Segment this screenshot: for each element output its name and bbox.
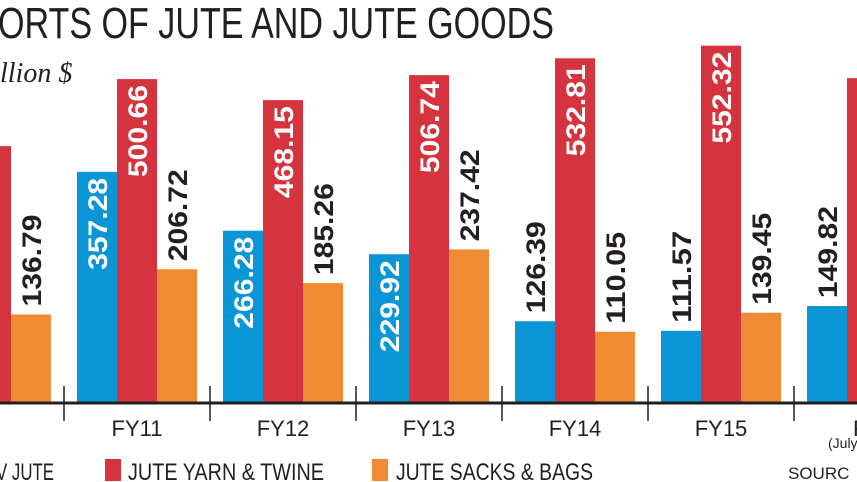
data-label: 506.74 xyxy=(415,81,445,173)
bar-FY15-2 xyxy=(741,312,781,403)
data-label: 139.45 xyxy=(747,213,777,305)
data-label: 357.28 xyxy=(83,178,113,270)
category-label: FY15 xyxy=(695,416,748,441)
bar-FY11-2 xyxy=(157,269,197,403)
bar-FY12-1 xyxy=(263,100,303,404)
category-label: FY xyxy=(853,416,857,441)
bar-FY15-1 xyxy=(701,45,741,404)
x-ticks: 0FY11FY12FY13FY14FY15FY xyxy=(63,386,857,441)
bar-FY14-1 xyxy=(555,58,595,403)
data-label: 500.66 xyxy=(123,85,153,177)
bar-FY12-0 xyxy=(223,230,263,403)
bar-FY13-0 xyxy=(369,254,409,403)
data-label: 266.28 xyxy=(229,237,259,329)
bars: 136.79 357.28 500.66 206.72 266.28 468.15 185.… xyxy=(0,45,857,404)
legend-label-sacks: JUTE SACKS & BAGS xyxy=(396,459,593,482)
bar-FY-1 xyxy=(847,78,857,404)
data-label: 552.32 xyxy=(707,52,737,144)
data-label: 126.39 xyxy=(521,221,551,313)
bar-FY13-2 xyxy=(449,249,489,403)
legend: V JUTE JUTE YARN & TWINE JUTE SACKS & BA… xyxy=(0,459,593,482)
category-label: FY11 xyxy=(112,416,163,441)
chart-title: ORTS OF JUTE AND JUTE GOODS xyxy=(0,0,554,48)
data-label: 111.57 xyxy=(667,231,697,323)
data-label: 229.92 xyxy=(375,260,405,352)
legend-swatch-sacks xyxy=(372,459,388,481)
data-label: 110.05 xyxy=(601,232,631,324)
bar-FY14-2 xyxy=(595,331,635,403)
legend-label-yarn: JUTE YARN & TWINE xyxy=(128,459,324,482)
category-label: FY12 xyxy=(257,416,310,441)
source-label: SOURC xyxy=(788,464,849,482)
data-label: 136.79 xyxy=(17,214,47,306)
bar-FY13-1 xyxy=(409,75,449,403)
bar-0-1 xyxy=(0,146,11,404)
legend-swatch-yarn xyxy=(105,459,121,481)
bar-FY15-0 xyxy=(661,330,701,403)
chart-subtitle: llion $ xyxy=(0,58,72,89)
data-label: 185.26 xyxy=(309,183,339,275)
bar-FY11-0 xyxy=(77,171,117,403)
data-label: 468.15 xyxy=(269,106,299,198)
data-label: 237.42 xyxy=(455,149,485,241)
category-label: FY13 xyxy=(403,416,456,441)
bar-FY14-0 xyxy=(515,321,555,403)
data-label: 149.82 xyxy=(813,206,843,298)
bar-0-2 xyxy=(11,314,51,403)
category-note: (July xyxy=(828,435,857,451)
bar-FY11-1 xyxy=(117,79,157,403)
category-label: FY14 xyxy=(549,416,602,441)
bar-FY12-2 xyxy=(303,283,343,403)
data-label: 532.81 xyxy=(561,64,591,156)
data-label: 206.72 xyxy=(163,169,193,261)
bar-FY-0 xyxy=(807,306,847,403)
legend-label-raw-jute: V JUTE xyxy=(0,459,54,482)
